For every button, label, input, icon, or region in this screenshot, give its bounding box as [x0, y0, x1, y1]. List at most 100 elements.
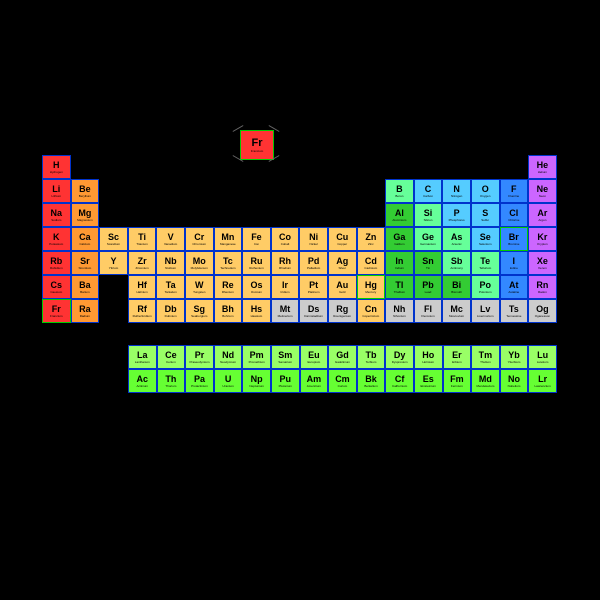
- element-Ir: IrIridium: [271, 275, 300, 299]
- element-Am: AmAmericium: [300, 369, 329, 393]
- element-symbol: Dy: [394, 351, 406, 360]
- element-name: Cobalt: [281, 243, 290, 246]
- element-Fe: FeIron: [242, 227, 271, 251]
- element-name: Sodium: [51, 219, 61, 222]
- element-B: BBoron: [385, 179, 414, 203]
- element-symbol: Tc: [223, 257, 233, 266]
- element-symbol: Er: [452, 351, 462, 360]
- element-name: Bromine: [508, 243, 519, 246]
- element-Pu: PuPlutonium: [271, 369, 300, 393]
- element-Rf: RfRutherfordium: [128, 299, 157, 323]
- element-Tb: TbTerbium: [357, 345, 386, 369]
- element-symbol: Cl: [509, 209, 518, 218]
- element-Cm: CmCurium: [328, 369, 357, 393]
- element-La: LaLanthanum: [128, 345, 157, 369]
- element-name: Platinum: [308, 291, 320, 294]
- element-name: Oxygen: [480, 195, 490, 198]
- table-row: NaSodiumMgMagnesiumAlAluminiumSiSiliconP…: [42, 203, 558, 227]
- element-Re: ReRhenium: [214, 275, 243, 299]
- element-Fr: FrFrancium: [42, 299, 71, 323]
- element-symbol: Sn: [422, 257, 434, 266]
- element-name: Thulium: [480, 361, 491, 364]
- element-name: Phosphorus: [449, 219, 465, 222]
- element-P: PPhosphorus: [442, 203, 471, 227]
- element-symbol: Hg: [365, 281, 377, 290]
- element-Ni: NiNickel: [299, 227, 328, 251]
- element-Fm: FmFermium: [443, 369, 472, 393]
- element-Pb: PbLead: [414, 275, 443, 299]
- element-symbol: Xe: [537, 257, 548, 266]
- element-symbol: Sm: [278, 351, 292, 360]
- element-Gd: GdGadolinium: [328, 345, 357, 369]
- element-symbol: Cr: [194, 233, 204, 242]
- element-symbol: Co: [279, 233, 291, 242]
- element-name: Tungsten: [193, 291, 205, 294]
- element-name: Tin: [426, 267, 430, 270]
- element-symbol: Bk: [365, 375, 377, 384]
- element-Xe: XeXenon: [528, 251, 557, 275]
- element-name: Hassium: [251, 315, 263, 318]
- element-name: Silver: [338, 267, 346, 270]
- element-symbol: Sr: [80, 257, 90, 266]
- element-name: Boron: [395, 195, 403, 198]
- element-At: AtAstatine: [500, 275, 529, 299]
- element-symbol: I: [513, 257, 516, 266]
- element-Th: ThThorium: [157, 369, 186, 393]
- element-name: Iridium: [281, 291, 290, 294]
- element-Bh: BhBohrium: [214, 299, 243, 323]
- element-symbol: Tl: [395, 281, 403, 290]
- element-name: Roentgenium: [333, 315, 351, 318]
- element-symbol: Fm: [450, 375, 464, 384]
- element-symbol: Ba: [79, 281, 91, 290]
- table-row: LiLithiumBeBerylliumBBoronCCarbonNNitrog…: [42, 179, 558, 203]
- element-Ta: TaTantalum: [156, 275, 185, 299]
- element-symbol: Si: [424, 209, 433, 218]
- element-symbol: Lu: [537, 351, 548, 360]
- element-name: Plutonium: [279, 385, 292, 388]
- element-Dy: DyDysprosium: [385, 345, 414, 369]
- element-symbol: Zr: [138, 257, 147, 266]
- element-name: Caesium: [50, 291, 62, 294]
- element-symbol: W: [195, 281, 204, 290]
- element-name: Chlorine: [508, 219, 519, 222]
- element-symbol: Be: [79, 185, 91, 194]
- element-symbol: Ce: [165, 351, 177, 360]
- element-name: Tantalum: [165, 291, 177, 294]
- element-name: Indium: [395, 267, 404, 270]
- element-Y: YYttrium: [99, 251, 128, 275]
- element-Eu: EuEuropium: [300, 345, 329, 369]
- element-Sm: SmSamarium: [271, 345, 300, 369]
- element-symbol: Mo: [193, 257, 206, 266]
- element-symbol: Fl: [424, 305, 432, 314]
- element-Tl: TlThallium: [385, 275, 414, 299]
- element-name: Hydrogen: [50, 171, 63, 174]
- element-symbol: P: [454, 209, 460, 218]
- element-Sg: SgSeaborgium: [185, 299, 214, 323]
- element-symbol: S: [482, 209, 488, 218]
- table-row: RbRubidiumSrStrontiumYYttriumZrZirconium…: [42, 251, 558, 275]
- element-name: Fluorine: [508, 195, 519, 198]
- element-name: Niobium: [165, 267, 176, 270]
- element-Sc: ScScandium: [99, 227, 128, 251]
- element-Cd: CdCadmium: [357, 251, 386, 275]
- legend-name: Francium: [251, 150, 264, 153]
- element-symbol: Lr: [538, 375, 547, 384]
- element-name: Livermorium: [477, 315, 494, 318]
- element-name: Scandium: [107, 243, 120, 246]
- element-name: Copper: [337, 243, 347, 246]
- element-Nb: NbNiobium: [156, 251, 185, 275]
- element-symbol: F: [511, 185, 517, 194]
- element-name: Lanthanum: [135, 361, 150, 364]
- element-name: Thorium: [165, 385, 176, 388]
- element-name: Erbium: [452, 361, 462, 364]
- element-Te: TeTellurium: [471, 251, 500, 275]
- element-He: HeHelium: [528, 155, 557, 179]
- element-symbol: Au: [336, 281, 348, 290]
- element-symbol: Eu: [308, 351, 320, 360]
- element-symbol: Po: [479, 281, 491, 290]
- element-symbol: Ra: [79, 305, 91, 314]
- element-name: Nobelium: [508, 385, 521, 388]
- element-symbol: Rb: [50, 257, 62, 266]
- periodic-table: HHydrogenHeHeliumLiLithiumBeBerylliumBBo…: [42, 155, 558, 323]
- element-name: Gallium: [394, 243, 404, 246]
